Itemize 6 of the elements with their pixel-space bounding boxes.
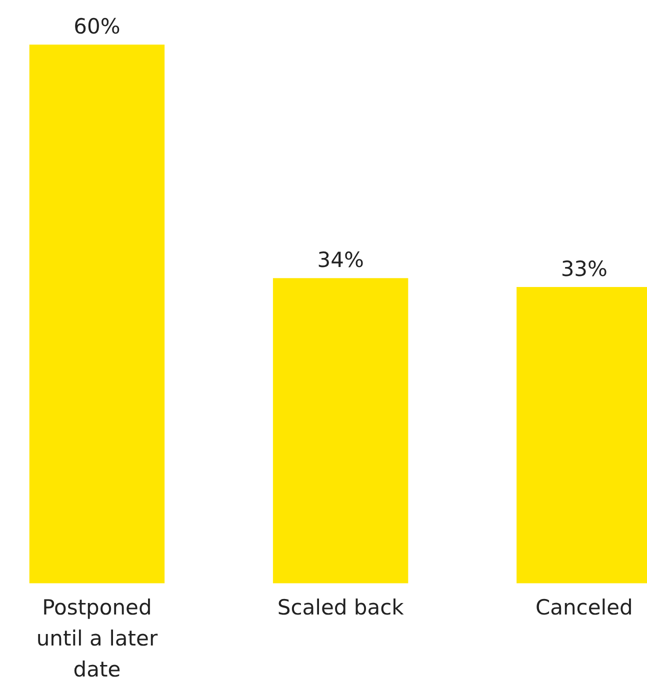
x-tick-label: Canceled xyxy=(535,595,633,620)
data-label: 33% xyxy=(560,257,608,282)
x-tick-label: Scaled back xyxy=(277,595,405,620)
data-label: 34% xyxy=(317,248,364,272)
data-label: 60% xyxy=(74,14,120,39)
x-tick-label: Postponed until a later date xyxy=(36,595,158,682)
